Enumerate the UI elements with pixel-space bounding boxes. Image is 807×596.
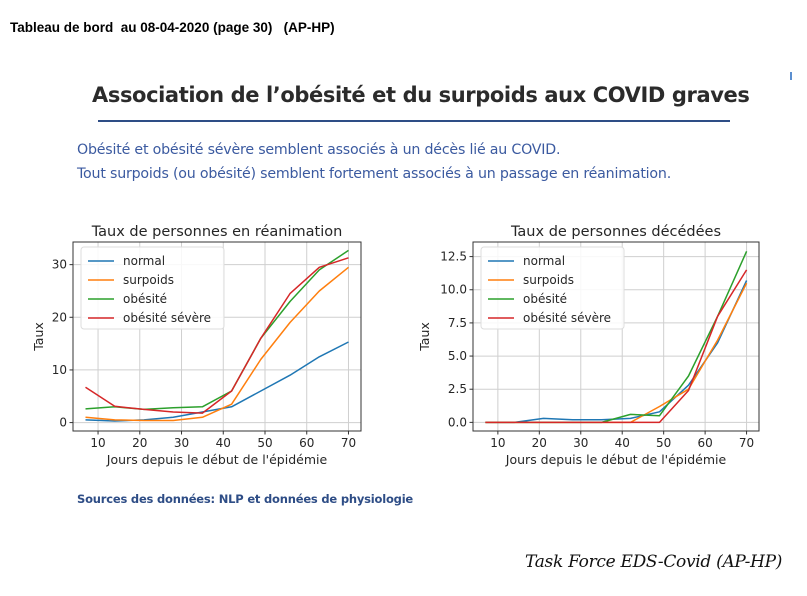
slide-title: Association de l’obésité et du surpoids … bbox=[92, 83, 750, 107]
axes-frame bbox=[72, 241, 362, 432]
svg-text:12.5: 12.5 bbox=[440, 250, 467, 264]
svg-text:5.0: 5.0 bbox=[448, 349, 467, 363]
svg-text:70: 70 bbox=[341, 436, 356, 450]
y-axis-label: Taux bbox=[31, 322, 46, 352]
x-axis-label: Jours depuis le début de l'épidémie bbox=[106, 452, 328, 467]
tick-labels: 10 20 30 40 50 60 70 0 10 20 30 bbox=[52, 258, 356, 450]
svg-text:10: 10 bbox=[490, 436, 505, 450]
svg-text:20: 20 bbox=[132, 436, 147, 450]
svg-text:20: 20 bbox=[52, 310, 67, 324]
svg-text:50: 50 bbox=[656, 436, 671, 450]
svg-text:0.0: 0.0 bbox=[448, 415, 467, 429]
chart-title: Taux de personnes en réanimation bbox=[91, 224, 343, 240]
svg-text:10: 10 bbox=[52, 363, 67, 377]
chart-legend: normal surpoids obésité obésité sévère bbox=[480, 246, 625, 330]
tick-labels: 10 20 30 40 50 60 70 0.0 2.5 5.0 7.5 10.0 12.5 bbox=[440, 250, 754, 450]
dashboard-header-title: Tableau de bord au 08-04-2020 (page 30) … bbox=[10, 20, 335, 35]
legend-label: obésité bbox=[523, 292, 567, 306]
legend-label: obésité sévère bbox=[523, 311, 611, 325]
data-series bbox=[85, 249, 349, 422]
svg-text:0: 0 bbox=[59, 416, 67, 430]
svg-text:10: 10 bbox=[90, 436, 105, 450]
legend-label: surpoids bbox=[123, 273, 174, 287]
legend-label: surpoids bbox=[523, 273, 574, 287]
svg-text:7.5: 7.5 bbox=[448, 316, 467, 330]
svg-text:10.0: 10.0 bbox=[440, 283, 467, 297]
svg-text:30: 30 bbox=[174, 436, 189, 450]
svg-text:60: 60 bbox=[299, 436, 314, 450]
data-series bbox=[485, 250, 748, 424]
legend-label: normal bbox=[123, 254, 165, 268]
svg-text:2.5: 2.5 bbox=[448, 382, 467, 396]
series-line bbox=[85, 341, 349, 422]
svg-text:30: 30 bbox=[52, 258, 67, 272]
subtitle-line-2: Tout surpoids (ou obésité) semblent fort… bbox=[77, 166, 672, 182]
axes-frame bbox=[472, 241, 760, 432]
title-underline-divider bbox=[98, 120, 730, 122]
y-axis-label: Taux bbox=[417, 322, 432, 352]
svg-text:40: 40 bbox=[615, 436, 630, 450]
data-sources-note: Sources des données: NLP et données de p… bbox=[77, 492, 414, 506]
legend-label: normal bbox=[523, 254, 565, 268]
chart-reanimation: Taux de personnes en réanimation 10 20 30 40… bbox=[30, 215, 375, 475]
chart-title: Taux de personnes décédées bbox=[510, 224, 721, 240]
svg-text:50: 50 bbox=[257, 436, 272, 450]
svg-text:40: 40 bbox=[216, 436, 231, 450]
x-axis-label: Jours depuis le début de l'épidémie bbox=[505, 452, 727, 467]
corner-mark bbox=[790, 72, 792, 80]
footer-task-force: Task Force EDS-Covid (AP-HP) bbox=[525, 552, 783, 572]
legend-label: obésité sévère bbox=[123, 311, 211, 325]
chart-deces: Taux de personnes décédées 10 20 30 40 50 60 70… bbox=[405, 215, 770, 475]
svg-text:60: 60 bbox=[697, 436, 712, 450]
series-line bbox=[85, 257, 349, 414]
svg-text:70: 70 bbox=[739, 436, 754, 450]
svg-text:30: 30 bbox=[573, 436, 588, 450]
series-line bbox=[485, 269, 748, 424]
legend-label: obésité bbox=[123, 292, 167, 306]
chart-legend: normal surpoids obésité obésité sévère bbox=[80, 246, 225, 330]
subtitle-line-1: Obésité et obésité sévère semblent assoc… bbox=[77, 142, 561, 158]
series-line bbox=[85, 266, 349, 422]
svg-text:20: 20 bbox=[532, 436, 547, 450]
